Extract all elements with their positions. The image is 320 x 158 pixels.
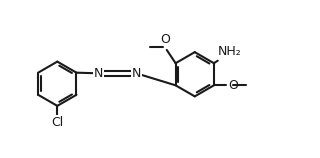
Text: N: N (132, 67, 141, 80)
Text: Cl: Cl (51, 116, 63, 129)
Text: O: O (228, 79, 238, 92)
Text: O: O (160, 33, 170, 46)
Text: N: N (94, 67, 103, 80)
Text: NH₂: NH₂ (218, 45, 242, 58)
